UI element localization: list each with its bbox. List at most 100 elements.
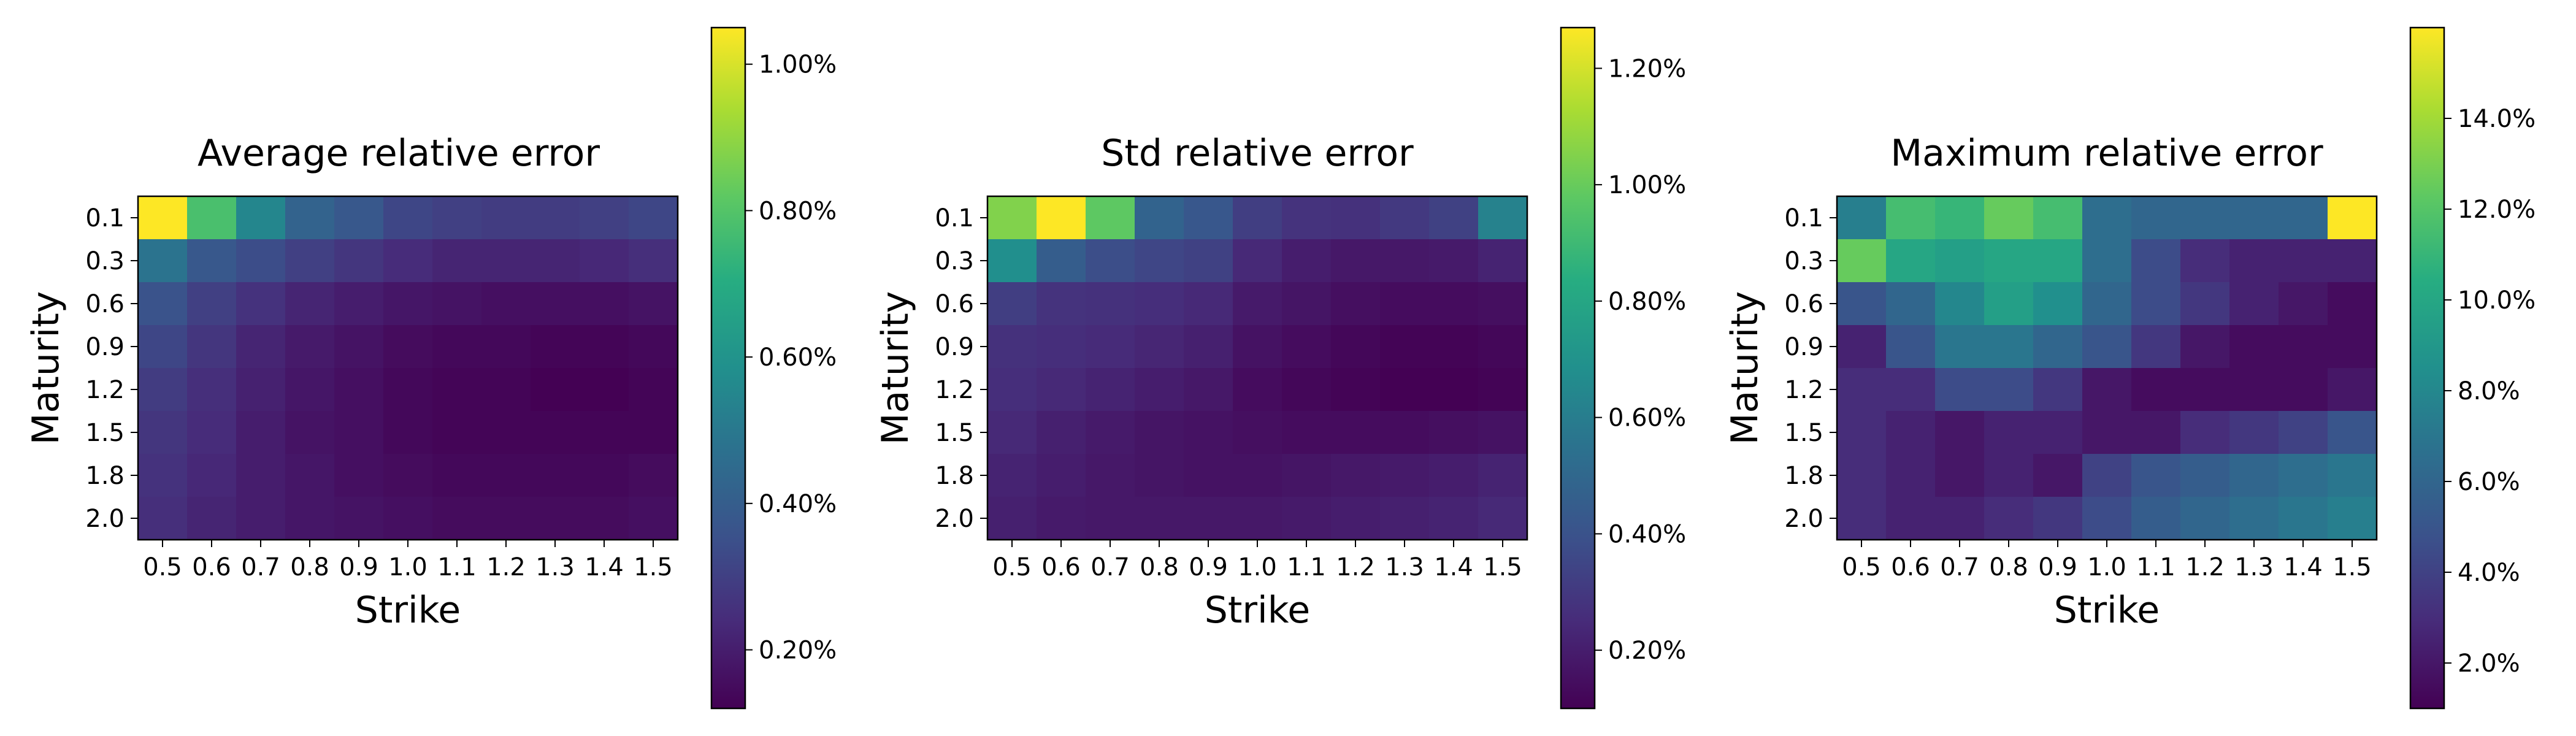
heatmap-cell xyxy=(987,282,1037,326)
heatmap-cell xyxy=(1478,368,1528,412)
colorbar: 0.20% 0.40% 0.60% 0.80% 1.00% xyxy=(710,26,837,710)
x-tick-label: 0.9 xyxy=(1189,553,1228,581)
colorbar-tick-label: 1.20% xyxy=(1608,55,1686,83)
heatmap-cell xyxy=(187,282,237,326)
heatmap-cell xyxy=(1331,411,1381,454)
heatmap-cell xyxy=(1233,282,1282,326)
heatmap-cell xyxy=(580,368,629,412)
x-tick-label: 0.5 xyxy=(143,553,182,581)
heatmap-cell xyxy=(1429,325,1479,369)
colorbar-frame xyxy=(1560,26,1596,710)
x-tick-label: 1.0 xyxy=(2087,553,2126,581)
heatmap-cell xyxy=(1935,325,1985,369)
heatmap-cell xyxy=(2229,325,2279,369)
x-tick-label: 0.8 xyxy=(1989,553,2028,581)
y-axis-ticks: 0.1 0.3 0.6 0.9 1.2 1.5 1.8 2.0 xyxy=(935,204,987,533)
heatmap-cell xyxy=(2180,196,2230,240)
y-tick-label: 1.2 xyxy=(85,376,125,404)
heatmap-cell xyxy=(236,368,286,412)
heatmap-cell xyxy=(1886,368,1936,412)
heatmap-cell xyxy=(1380,497,1430,540)
heatmap-cell xyxy=(1478,454,1528,497)
heatmap-cell xyxy=(629,368,678,412)
colorbar-ticks: 2.0% 4.0% 6.0% 8.0% 10.0% 12.0% 14.0% xyxy=(2444,105,2536,678)
heatmap-cell xyxy=(187,196,237,240)
heatmap-cell xyxy=(1184,454,1233,497)
heatmap-cell xyxy=(2033,368,2083,412)
x-tick-label: 0.6 xyxy=(192,553,231,581)
heatmap-cell xyxy=(187,325,237,369)
heatmap-cell xyxy=(1282,368,1332,412)
y-tick-label: 1.2 xyxy=(935,376,974,404)
heatmap-cell xyxy=(334,239,384,283)
heatmap-cell xyxy=(987,325,1037,369)
heatmap-cell xyxy=(2131,368,2181,412)
heatmap-cell xyxy=(1886,411,1936,454)
heatmap-cell xyxy=(334,454,384,497)
x-tick-label: 1.3 xyxy=(1385,553,1424,581)
heatmap-cell xyxy=(236,325,286,369)
heatmap-cell xyxy=(1282,454,1332,497)
heatmap-cell xyxy=(1184,368,1233,412)
x-tick-label: 0.7 xyxy=(1091,553,1130,581)
heatmap-cell xyxy=(1984,368,2034,412)
heatmap-cell xyxy=(138,239,188,283)
heatmap-cell xyxy=(1331,239,1381,283)
heatmap-cell xyxy=(2033,282,2083,326)
heatmap-cell xyxy=(432,454,482,497)
heatmap-cell xyxy=(334,411,384,454)
heatmap-cell xyxy=(2229,454,2279,497)
heatmap-cell xyxy=(629,196,678,240)
heatmap-cell xyxy=(531,368,580,412)
heatmap-cell xyxy=(1086,282,1135,326)
heatmap-cell xyxy=(1282,196,1332,240)
heatmap-cell xyxy=(1184,325,1233,369)
x-tick-label: 1.4 xyxy=(1434,553,1473,581)
heatmap-cell xyxy=(1184,282,1233,326)
heatmap-cell xyxy=(383,196,433,240)
heatmap-cells xyxy=(1837,196,2377,540)
heatmap-cell xyxy=(1086,239,1135,283)
y-tick-label: 0.1 xyxy=(1784,204,1823,232)
heatmap-cell xyxy=(1429,411,1479,454)
x-axis-ticks: 0.5 0.6 0.7 0.8 0.9 1.0 1.1 1.2 1.3 1.4 1.5 xyxy=(143,540,673,581)
heatmap-cell xyxy=(1233,325,1282,369)
heatmap-cell xyxy=(1086,497,1135,540)
heatmap-cell xyxy=(2033,497,2083,540)
heatmap-cell xyxy=(1935,368,1985,412)
x-axis-ticks: 0.5 0.6 0.7 0.8 0.9 1.0 1.1 1.2 1.3 1.4 1.5 xyxy=(1842,540,2372,581)
heatmap-cell xyxy=(383,454,433,497)
heatmap-cell xyxy=(2279,239,2328,283)
heatmap-cell xyxy=(187,497,237,540)
heatmap-cell xyxy=(383,497,433,540)
heatmap-cell xyxy=(1886,282,1936,326)
heatmap-cell xyxy=(1086,454,1135,497)
heatmap-cell xyxy=(629,282,678,326)
heatmap-cell xyxy=(481,497,531,540)
heatmap-cell xyxy=(1331,454,1381,497)
heatmap-cell xyxy=(1086,325,1135,369)
heatmap-cell xyxy=(187,368,237,412)
heatmap-cell xyxy=(580,325,629,369)
heatmap-cell xyxy=(383,282,433,326)
x-tick-label: 1.2 xyxy=(1336,553,1375,581)
colorbar-tick-label: 4.0% xyxy=(2458,559,2520,587)
y-axis-label: Maturity xyxy=(1723,291,1766,445)
x-tick-label: 1.3 xyxy=(2234,553,2274,581)
x-axis-ticks: 0.5 0.6 0.7 0.8 0.9 1.0 1.1 1.2 1.3 1.4 1.5 xyxy=(992,540,1522,581)
heatmap-cell xyxy=(2328,325,2377,369)
heatmap-cell xyxy=(1037,497,1086,540)
heatmap-cell xyxy=(1478,325,1528,369)
x-tick-label: 1.4 xyxy=(2283,553,2323,581)
heatmap-cell xyxy=(2229,411,2279,454)
heatmap-cell xyxy=(187,239,237,283)
heatmap-cell xyxy=(383,411,433,454)
heatmap-cell xyxy=(432,282,482,326)
y-tick-label: 2.0 xyxy=(1784,505,1823,533)
heatmap-cell xyxy=(138,325,188,369)
y-tick-label: 0.9 xyxy=(935,333,974,361)
colorbar-tick-label: 8.0% xyxy=(2458,377,2520,405)
colorbar-frame xyxy=(710,26,746,710)
heatmap-cell xyxy=(580,454,629,497)
